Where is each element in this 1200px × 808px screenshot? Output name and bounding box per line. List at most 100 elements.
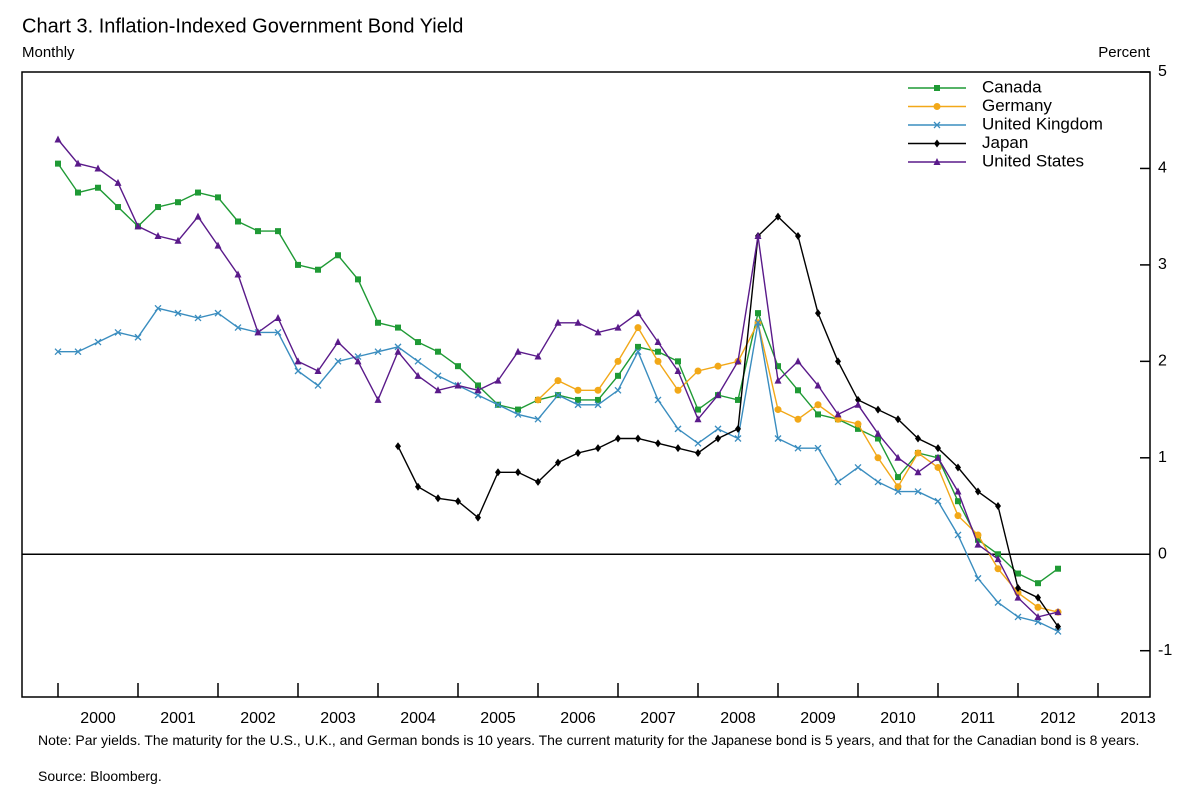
- marker: [414, 371, 422, 379]
- marker: [914, 468, 922, 476]
- marker: [1035, 580, 1041, 587]
- marker: [714, 391, 722, 399]
- marker: [775, 212, 781, 221]
- marker: [475, 382, 481, 389]
- y-tick-label: 4: [1158, 160, 1167, 177]
- y-tick-label: 0: [1158, 545, 1167, 562]
- marker: [314, 382, 322, 389]
- y-tick-label: 2: [1158, 353, 1167, 370]
- marker: [655, 348, 661, 355]
- marker: [654, 396, 662, 404]
- marker: [634, 324, 642, 332]
- marker: [1015, 570, 1021, 577]
- marker: [734, 435, 742, 442]
- marker: [735, 424, 741, 433]
- marker: [595, 396, 601, 403]
- legend-label: Germany: [982, 96, 1052, 115]
- legend-marker: [934, 139, 940, 148]
- marker: [814, 381, 822, 389]
- marker: [634, 348, 642, 356]
- marker: [754, 231, 762, 239]
- marker: [375, 319, 381, 326]
- marker: [594, 401, 602, 409]
- marker: [614, 386, 622, 394]
- marker: [455, 497, 461, 506]
- marker: [634, 309, 642, 317]
- x-tick-label: 2004: [400, 710, 436, 727]
- marker: [94, 338, 102, 346]
- marker: [654, 338, 662, 346]
- x-tick-label: 2011: [961, 710, 996, 727]
- marker: [914, 449, 922, 457]
- marker: [815, 309, 821, 318]
- marker: [515, 468, 521, 477]
- marker: [735, 396, 741, 403]
- marker: [374, 395, 382, 403]
- marker: [574, 386, 582, 394]
- marker: [254, 328, 262, 336]
- legend-marker: [934, 85, 940, 91]
- marker: [695, 448, 701, 457]
- marker: [515, 406, 521, 413]
- marker: [534, 415, 542, 423]
- marker: [494, 376, 502, 384]
- marker: [574, 318, 582, 326]
- marker: [175, 199, 181, 206]
- marker: [714, 362, 722, 370]
- marker: [454, 381, 462, 389]
- marker: [654, 357, 662, 365]
- marker: [794, 357, 802, 365]
- marker: [255, 228, 261, 235]
- marker: [814, 444, 822, 452]
- marker: [635, 343, 641, 350]
- marker: [774, 435, 782, 442]
- marker: [354, 357, 362, 365]
- marker: [954, 487, 962, 495]
- x-tick-label: 2001: [160, 710, 196, 727]
- x-tick-label: 2007: [640, 710, 676, 727]
- legend-marker: [933, 103, 941, 110]
- legend-label: Japan: [982, 133, 1028, 152]
- marker: [874, 478, 882, 486]
- marker: [894, 488, 902, 496]
- y-axis-label: Percent: [1098, 44, 1151, 61]
- marker: [154, 231, 162, 239]
- marker: [514, 410, 522, 418]
- marker: [894, 483, 902, 491]
- marker: [554, 377, 562, 385]
- marker: [794, 415, 802, 423]
- marker: [794, 444, 802, 452]
- marker: [274, 328, 282, 336]
- marker: [1055, 565, 1061, 572]
- series: [54, 135, 1062, 620]
- marker: [355, 276, 361, 283]
- marker: [74, 159, 82, 167]
- marker: [575, 448, 581, 457]
- marker: [535, 477, 541, 486]
- y-tick-label: 5: [1158, 63, 1167, 80]
- marker: [835, 357, 841, 366]
- marker: [495, 468, 501, 477]
- marker: [54, 135, 62, 143]
- marker: [475, 513, 481, 522]
- marker: [315, 266, 321, 273]
- marker: [115, 204, 121, 211]
- marker: [934, 497, 942, 505]
- marker: [855, 425, 861, 432]
- marker: [755, 310, 761, 317]
- marker: [295, 261, 301, 268]
- marker: [974, 574, 982, 582]
- x-tick-label: 2006: [560, 710, 596, 727]
- marker: [754, 319, 762, 327]
- marker: [615, 434, 621, 443]
- marker: [415, 482, 421, 491]
- x-tick-label: 2009: [800, 710, 836, 727]
- marker: [594, 328, 602, 336]
- legend-marker: [933, 158, 941, 165]
- marker: [834, 478, 842, 486]
- marker: [875, 435, 881, 442]
- marker: [715, 434, 721, 443]
- marker: [75, 189, 81, 196]
- marker: [614, 323, 622, 331]
